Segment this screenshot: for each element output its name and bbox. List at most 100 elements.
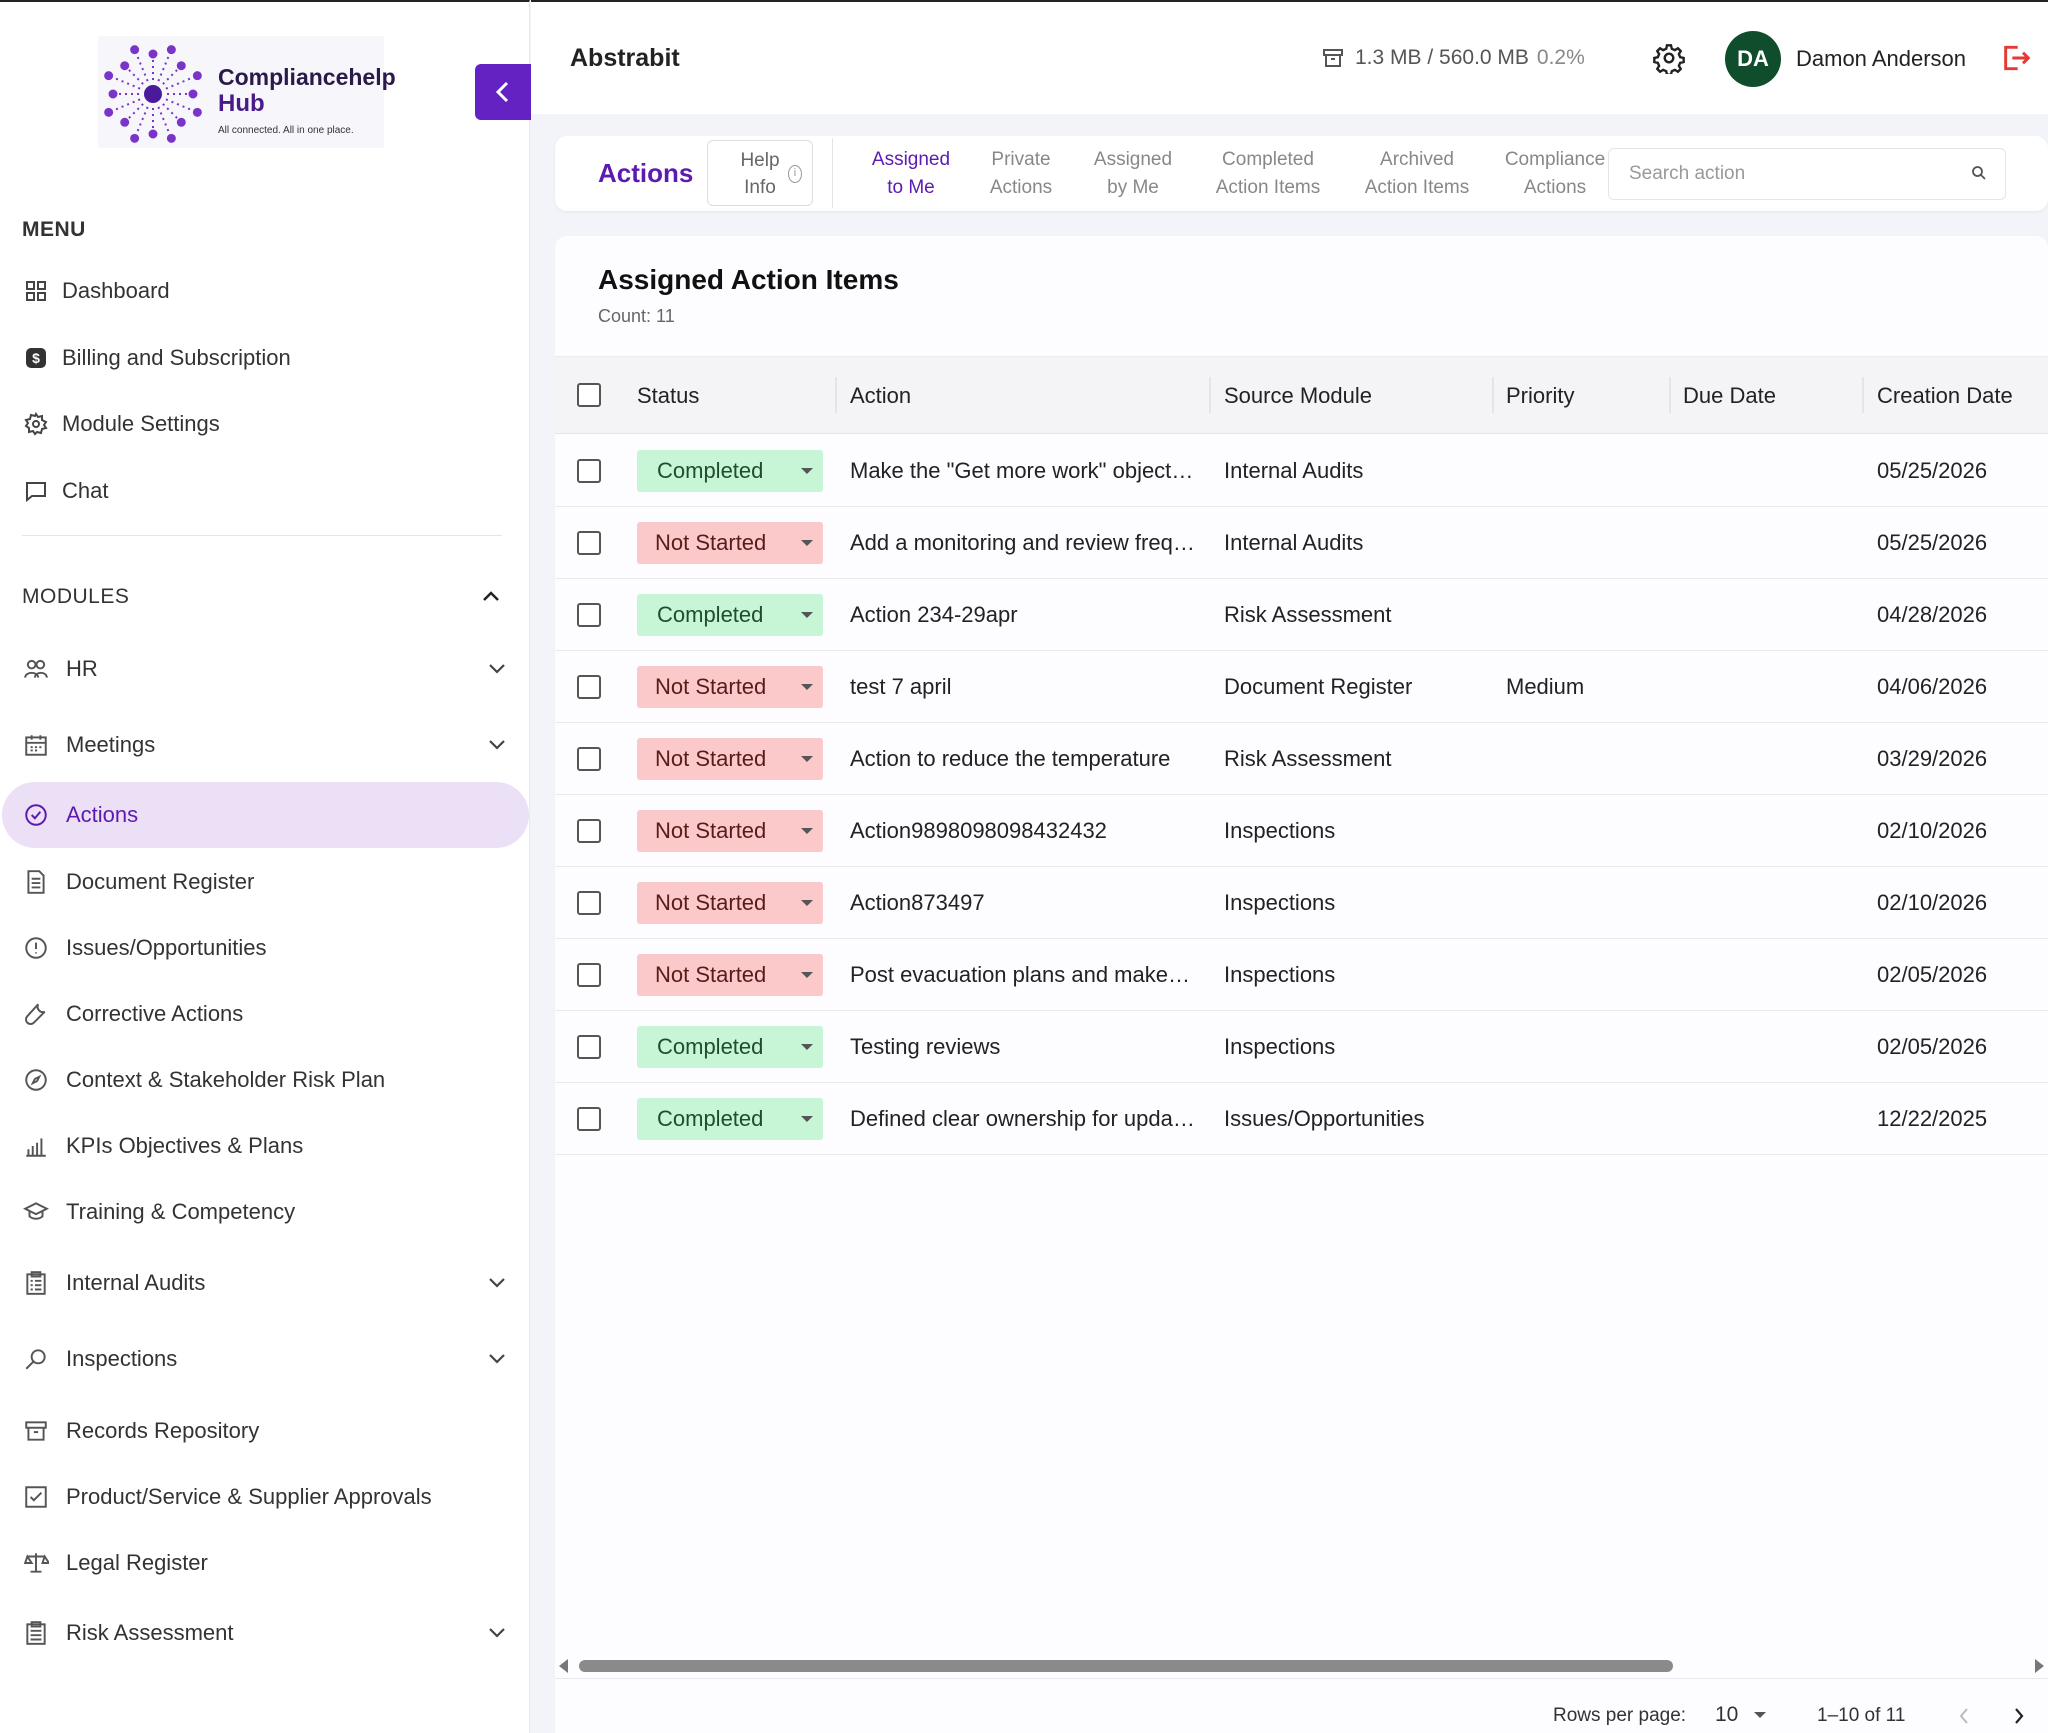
settings-gear-icon[interactable] [1653,42,1685,74]
table-row[interactable]: Not Started Action9898098098432432 Inspect… [555,795,2048,867]
row-checkbox[interactable] [577,531,601,555]
action-cell[interactable]: Add a monitoring and review frequency [850,530,1196,555]
status-dropdown[interactable]: Not Started [637,522,823,564]
chevron-up-icon[interactable] [481,588,501,604]
row-checkbox[interactable] [577,675,601,699]
user-avatar[interactable]: DA [1725,31,1781,87]
column-header-creation-date[interactable]: Creation Date [1877,383,2013,408]
column-separator[interactable] [1209,377,1211,413]
row-checkbox[interactable] [577,747,601,771]
action-cell[interactable]: Action873497 [850,890,985,915]
chevron-down-icon[interactable] [487,1275,507,1291]
sidebar-item-context-stakeholder-risk-plan[interactable]: Context & Stakeholder Risk Plan [22,1058,507,1102]
table-row[interactable]: Not Started test 7 april Document Register… [555,651,2048,723]
column-header-action[interactable]: Action [850,383,912,408]
row-checkbox[interactable] [577,891,601,915]
tab-compliance-actions[interactable]: Compliance Actions [1485,146,1625,202]
table-row[interactable]: Completed Action 234-29apr Risk Assessment… [555,579,2048,651]
chevron-down-icon[interactable] [487,737,507,753]
row-checkbox[interactable] [577,1107,601,1131]
tab-completed-action-items[interactable]: Completed Action Items [1198,146,1338,202]
status-dropdown[interactable]: Not Started [637,738,823,780]
scrollbar-thumb[interactable] [579,1660,1673,1672]
tab-assigned-to-me[interactable]: Assigned to Me [841,146,981,202]
sidebar-item-document-register[interactable]: Document Register [22,860,507,904]
horizontal-scrollbar[interactable] [555,1652,2048,1678]
row-checkbox[interactable] [577,603,601,627]
table-row[interactable]: Completed Defined clear ownership for upd… [555,1083,2048,1155]
prev-page-icon[interactable] [1957,1706,1971,1726]
chevron-down-icon[interactable] [487,1625,507,1641]
column-separator[interactable] [835,377,837,413]
row-checkbox[interactable] [577,819,601,843]
table-row[interactable]: Not Started Post evacuation plans and mak… [555,939,2048,1011]
sidebar-item-records-repository[interactable]: Records Repository [22,1409,507,1453]
sidebar-item-corrective-actions[interactable]: Corrective Actions [22,992,507,1036]
status-dropdown[interactable]: Not Started [637,882,823,924]
user-name[interactable]: Damon Anderson [1796,46,1966,71]
column-separator[interactable] [1862,377,1864,413]
status-dropdown[interactable]: Completed [637,1098,823,1140]
tab-private-actions[interactable]: Private Actions [951,146,1091,202]
action-cell[interactable]: Post evacuation plans and make them [850,962,1196,987]
tab-archived-action-items[interactable]: Archived Action Items [1347,146,1487,202]
chevron-down-icon[interactable] [487,661,507,677]
status-dropdown[interactable]: Not Started [637,666,823,708]
action-cell[interactable]: Action9898098098432432 [850,818,1107,843]
table-row[interactable]: Not Started Add a monitoring and review f… [555,507,2048,579]
sidebar-item-product-service-supplier-approvals[interactable]: Product/Service & Supplier Approvals [22,1475,507,1519]
column-header-due-date[interactable]: Due Date [1683,383,1776,408]
sidebar-item-kpis-objectives-plans[interactable]: KPIs Objectives & Plans [22,1124,507,1168]
next-page-icon[interactable] [2012,1706,2026,1726]
help-label: Help [740,150,780,171]
action-cell[interactable]: Defined clear ownership for updates [850,1106,1196,1131]
table-row[interactable]: Not Started Action to reduce the temperat… [555,723,2048,795]
scroll-right-arrow[interactable] [2035,1659,2044,1673]
action-cell[interactable]: Action 234-29apr [850,602,1018,627]
sidebar-item-internal-audits[interactable]: Internal Audits [22,1261,507,1305]
status-dropdown[interactable]: Completed [637,594,823,636]
sidebar-item-module-settings[interactable]: Module Settings [22,404,220,444]
status-dropdown[interactable]: Not Started [637,810,823,852]
search-icon[interactable] [1971,165,1987,181]
calendar-icon [22,731,50,759]
sidebar-item-billing[interactable]: $ Billing and Subscription [22,338,291,378]
tab-assigned-by-me[interactable]: Assigned by Me [1063,146,1203,202]
action-cell[interactable]: Testing reviews [850,1034,1001,1059]
table-row[interactable]: Completed Make the "Get more work" object… [555,435,2048,507]
sidebar-item-actions[interactable]: Actions [2,782,529,848]
column-header-source-module[interactable]: Source Module [1224,383,1372,408]
sidebar-item-dashboard[interactable]: Dashboard [22,271,170,311]
sidebar-item-meetings[interactable]: Meetings [22,723,507,767]
column-header-status[interactable]: Status [637,383,700,408]
column-separator[interactable] [1492,377,1494,413]
column-separator[interactable] [1669,377,1671,413]
select-all-checkbox[interactable] [577,383,601,407]
sidebar-item-hr[interactable]: HR [22,647,507,691]
chevron-down-icon[interactable] [487,1351,507,1367]
sidebar-item-training-competency[interactable]: Training & Competency [22,1190,507,1234]
help-info-button[interactable]: Help Info i [707,140,813,206]
sidebar-item-issues-opportunities[interactable]: Issues/Opportunities [22,926,507,970]
scroll-left-arrow[interactable] [559,1659,568,1673]
status-dropdown[interactable]: Completed [637,450,823,492]
row-checkbox[interactable] [577,963,601,987]
status-dropdown[interactable]: Not Started [637,954,823,996]
sidebar-item-chat[interactable]: Chat [22,471,108,511]
collapse-sidebar-button[interactable] [475,64,531,120]
sidebar-item-legal-register[interactable]: Legal Register [22,1541,507,1585]
table-row[interactable]: Completed Testing reviews Inspections 02/05… [555,1011,2048,1083]
action-cell[interactable]: Make the "Get more work" objective [850,458,1196,483]
sidebar-item-risk-assessment[interactable]: Risk Assessment [22,1611,507,1655]
sidebar-item-inspections[interactable]: Inspections [22,1337,507,1381]
action-cell[interactable]: Action to reduce the temperature [850,746,1171,771]
status-dropdown[interactable]: Completed [637,1026,823,1068]
row-checkbox[interactable] [577,1035,601,1059]
logout-icon[interactable] [1999,42,2031,74]
column-header-priority[interactable]: Priority [1506,383,1575,408]
table-row[interactable]: Not Started Action873497 Inspections 02/10/… [555,867,2048,939]
row-checkbox[interactable] [577,459,601,483]
search-input[interactable] [1609,149,1949,199]
rows-per-page-select[interactable]: 10 [1715,1703,1767,1727]
action-cell[interactable]: test 7 april [850,674,952,699]
